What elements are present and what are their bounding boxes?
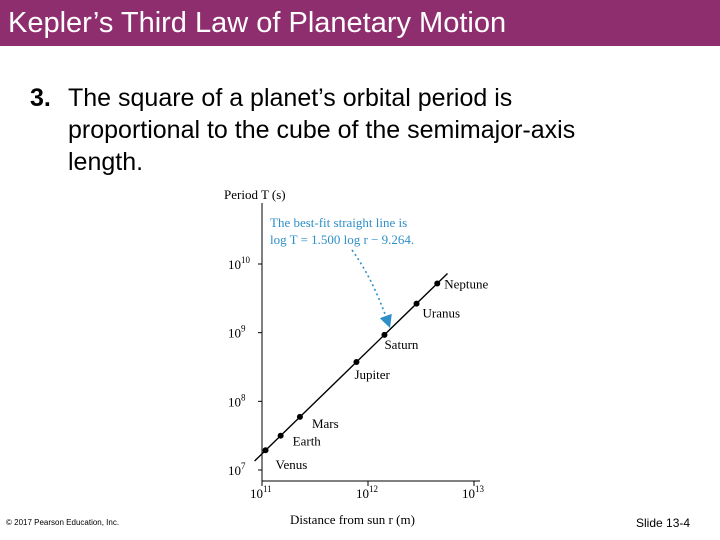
body-text: 3. The square of a planet’s orbital perio…: [30, 82, 670, 178]
title-bar: Kepler’s Third Law of Planetary Motion: [0, 0, 720, 46]
planet-label-uranus: Uranus: [423, 306, 461, 321]
planet-point-venus: [262, 447, 269, 454]
y-tick-group: 1010 109 108 107: [228, 255, 262, 478]
planet-point-jupiter: [353, 358, 360, 365]
planet-label-jupiter: Jupiter: [354, 367, 390, 382]
annotation-line-2: log T = 1.500 log r − 9.264.: [270, 232, 414, 247]
body-line-2: proportional to the cube of the semimajo…: [68, 116, 576, 144]
annotation-arrow: [351, 249, 392, 329]
y-tick-label: 1010: [228, 255, 251, 272]
planet-label-saturn: Saturn: [384, 337, 418, 352]
planet-point-saturn: [381, 331, 388, 338]
data-points: [262, 280, 441, 454]
planet-label-earth: Earth: [293, 434, 322, 449]
annotation-line-1: The best-fit straight line is: [270, 215, 407, 230]
copyright: © 2017 Pearson Education, Inc.: [6, 518, 120, 527]
planet-label-neptune: Neptune: [444, 277, 488, 292]
item-number: 3.: [30, 84, 51, 112]
planet-point-earth: [277, 432, 284, 439]
x-axis-label: Distance from sun r (m): [290, 512, 415, 527]
planet-label-mars: Mars: [312, 416, 339, 431]
y-tick-label: 108: [228, 392, 246, 409]
planet-point-neptune: [434, 280, 441, 287]
x-tick-label: 1012: [356, 484, 378, 501]
y-tick-label: 107: [228, 461, 246, 478]
body-line-1: 3. The square of a planet’s orbital perio…: [30, 82, 670, 114]
x-tick-group: 1011 1012 1013: [250, 481, 485, 501]
y-tick-label: 109: [228, 324, 246, 341]
planet-label-venus: Venus: [276, 457, 308, 472]
body-line-3: length.: [68, 148, 144, 176]
x-tick-label: 1011: [250, 484, 272, 501]
planet-point-mars: [296, 413, 303, 420]
x-tick-label: 1013: [462, 484, 485, 501]
planet-point-uranus: [413, 300, 420, 307]
y-axis-label: Period T (s): [224, 187, 286, 202]
slide-number: Slide 13-4: [636, 516, 691, 530]
slide-title: Kepler’s Third Law of Planetary Motion: [8, 7, 507, 39]
body-line-1-text: The square of a planet’s orbital period …: [68, 84, 513, 112]
point-labels: Venus Earth Mars Jupiter Saturn Uranus Neptune: [276, 277, 489, 473]
